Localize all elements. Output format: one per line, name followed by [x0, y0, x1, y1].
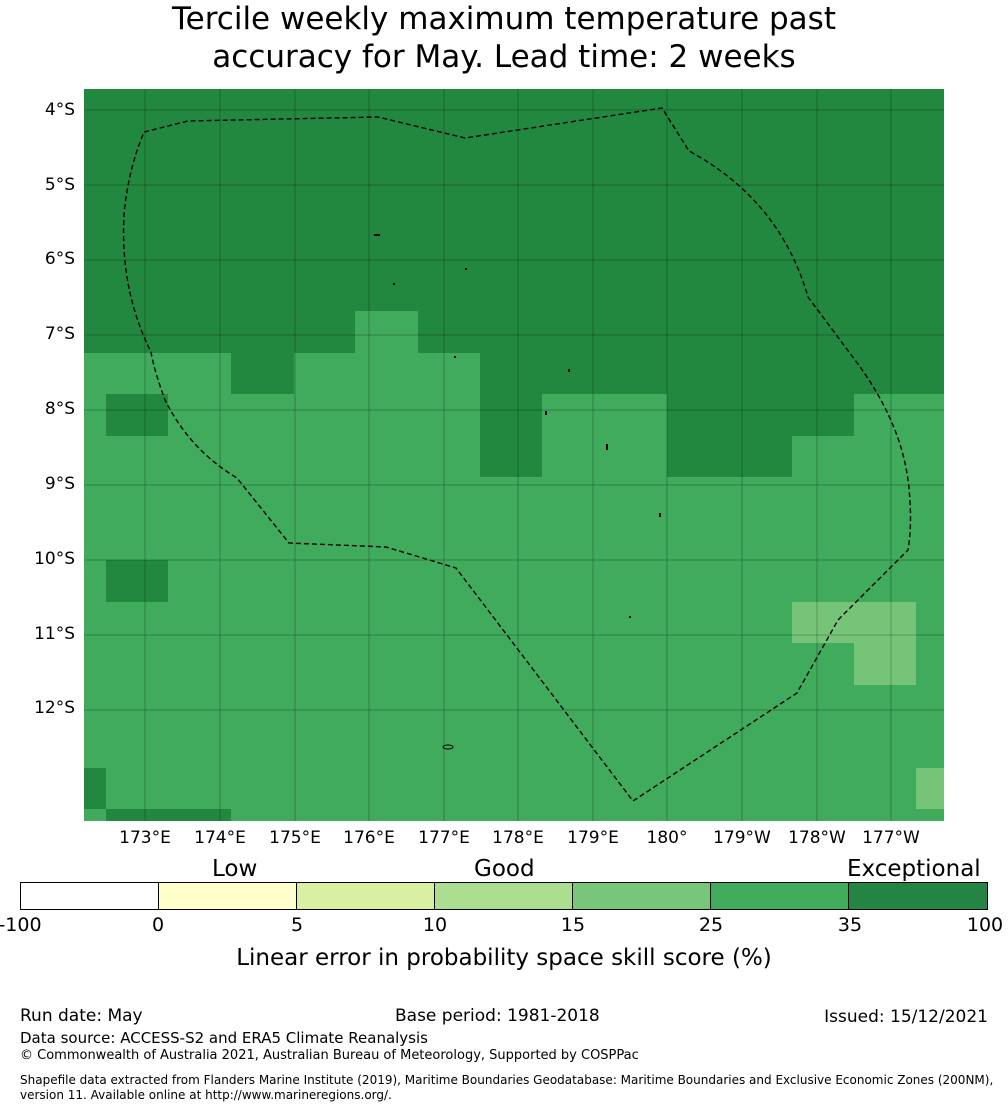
lon-label: 178°W: [788, 828, 846, 848]
map-gridlines: [84, 89, 944, 821]
island-7: [606, 444, 608, 450]
lon-label: 177°E: [418, 828, 470, 848]
island-2: [465, 268, 467, 270]
lon-label: 179°E: [567, 828, 619, 848]
colorbar-segment: [158, 883, 298, 909]
lat-label: 8°S: [44, 399, 75, 419]
colorbar-segment: [572, 883, 711, 909]
colorbar-segment: [710, 883, 850, 909]
islands: [374, 234, 661, 750]
issued-date: Issued: 15/12/2021: [824, 1007, 988, 1027]
island-9: [629, 616, 631, 618]
colorbar-tick: 25: [698, 914, 724, 936]
island-6: [545, 411, 547, 415]
colorbar-segment: [297, 883, 436, 909]
lat-label: 12°S: [34, 698, 75, 718]
map-region-score-15-25: [792, 602, 916, 685]
colorbar-category-low: Low: [212, 856, 258, 882]
colorbar-tick: 100: [966, 914, 1004, 936]
colorbar-category-exceptional: Exceptional: [847, 856, 981, 882]
lon-label: 176°E: [343, 828, 395, 848]
island-5: [568, 369, 570, 372]
map-title: Tercile weekly maximum temperature past …: [0, 0, 1008, 76]
lon-label: 173°E: [119, 828, 171, 848]
map-cell-exceptional-3: [84, 768, 106, 809]
map-cell-exceptional-4: [106, 809, 231, 821]
lat-label: 5°S: [44, 175, 75, 195]
skill-score-map: [84, 89, 944, 821]
colorbar-category-good: Good: [474, 856, 535, 882]
island-3: [393, 283, 395, 285]
colorbar-segment: [849, 883, 988, 909]
lon-label: 177°W: [862, 828, 920, 848]
map-region-score-25-35: [84, 311, 944, 821]
shapefile-credit-line-2: version 11. Available online at http://w…: [20, 1088, 392, 1102]
colorbar-tick: -100: [0, 914, 42, 936]
colorbar-tick: 10: [422, 914, 448, 936]
lon-label: 175°E: [269, 828, 321, 848]
island-4: [454, 356, 456, 358]
lon-label: 180°: [646, 828, 688, 848]
island-8: [659, 513, 661, 517]
colorbar-tick: 0: [151, 914, 165, 936]
lat-label: 6°S: [44, 249, 75, 269]
lon-label: 174°E: [194, 828, 246, 848]
colorbar-segment: [21, 883, 159, 909]
run-date: Run date: May: [20, 1006, 143, 1026]
colorbar-segment: [435, 883, 573, 909]
map-cell-score-15-25: [916, 768, 944, 809]
map-cell-exceptional-2: [106, 560, 168, 602]
lon-label: 178°E: [492, 828, 544, 848]
colorbar-bar: [20, 882, 988, 910]
lat-label: 11°S: [34, 624, 75, 644]
island-10: [442, 744, 454, 750]
title-line-1: Tercile weekly maximum temperature past: [171, 1, 836, 37]
island-1: [374, 234, 380, 236]
eez-boundary: [122, 107, 912, 802]
base-period: Base period: 1981-2018: [395, 1006, 600, 1026]
data-source: Data source: ACCESS-S2 and ERA5 Climate …: [20, 1029, 428, 1047]
lat-label: 10°S: [34, 549, 75, 569]
lat-label: 9°S: [44, 474, 75, 494]
colorbar-tick: 5: [290, 914, 304, 936]
title-line-2: accuracy for May. Lead time: 2 weeks: [212, 39, 796, 75]
copyright: © Commonwealth of Australia 2021, Austra…: [20, 1048, 639, 1063]
map-cell-exceptional-1: [106, 394, 168, 436]
lat-label: 4°S: [44, 100, 75, 120]
shapefile-credit-line-1: Shapefile data extracted from Flanders M…: [20, 1073, 994, 1087]
lat-label: 7°S: [44, 324, 75, 344]
colorbar-tick: 35: [837, 914, 863, 936]
lon-label: 179°W: [713, 828, 771, 848]
colorbar-label: Linear error in probability space skill …: [236, 945, 772, 971]
colorbar-tick: 15: [560, 914, 586, 936]
